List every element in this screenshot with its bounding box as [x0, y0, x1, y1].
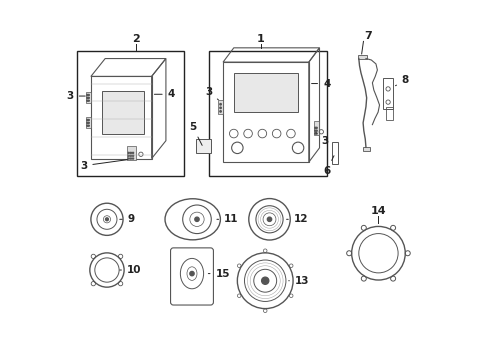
- Bar: [196, 139, 210, 153]
- Circle shape: [315, 127, 317, 129]
- Bar: [382, 78, 392, 109]
- Bar: [357, 55, 366, 59]
- Circle shape: [189, 271, 194, 276]
- Text: 7: 7: [363, 31, 371, 41]
- Circle shape: [88, 100, 89, 101]
- Circle shape: [88, 125, 89, 126]
- Text: 3: 3: [315, 132, 328, 146]
- Text: 5: 5: [189, 122, 202, 145]
- Circle shape: [88, 120, 89, 121]
- Text: 3: 3: [66, 91, 85, 101]
- Circle shape: [130, 158, 131, 159]
- Circle shape: [86, 94, 88, 95]
- Circle shape: [88, 97, 89, 98]
- Circle shape: [315, 133, 317, 134]
- Circle shape: [88, 122, 89, 123]
- Circle shape: [220, 104, 221, 105]
- Circle shape: [261, 277, 268, 284]
- Circle shape: [88, 94, 89, 95]
- Text: 9: 9: [120, 214, 135, 224]
- Circle shape: [132, 152, 133, 153]
- Circle shape: [130, 152, 131, 153]
- Text: 12: 12: [286, 214, 307, 224]
- Circle shape: [130, 155, 131, 156]
- Bar: [218, 100, 222, 114]
- Circle shape: [314, 130, 315, 131]
- Bar: [208, 51, 326, 176]
- Text: 13: 13: [288, 276, 309, 286]
- Circle shape: [86, 97, 88, 98]
- Circle shape: [315, 130, 317, 131]
- Text: 6: 6: [323, 156, 333, 176]
- Bar: [102, 91, 144, 134]
- Circle shape: [86, 122, 88, 123]
- Circle shape: [86, 125, 88, 126]
- Bar: [313, 121, 319, 135]
- Circle shape: [128, 155, 129, 156]
- Circle shape: [220, 111, 221, 112]
- Bar: [363, 147, 369, 151]
- Circle shape: [220, 107, 221, 109]
- Bar: [77, 51, 183, 176]
- Text: 4: 4: [311, 78, 330, 89]
- Text: 4: 4: [154, 89, 175, 99]
- Text: 3: 3: [80, 160, 127, 171]
- Circle shape: [86, 100, 88, 101]
- Circle shape: [267, 217, 271, 221]
- Text: 14: 14: [370, 206, 386, 216]
- Text: 1: 1: [256, 34, 264, 44]
- Text: 2: 2: [131, 34, 139, 44]
- Circle shape: [314, 127, 315, 129]
- Bar: [331, 143, 338, 164]
- Circle shape: [132, 158, 133, 159]
- Text: 3: 3: [204, 87, 218, 100]
- Circle shape: [194, 217, 199, 221]
- Circle shape: [314, 133, 315, 134]
- Circle shape: [128, 152, 129, 153]
- Bar: [233, 73, 298, 112]
- Text: 10: 10: [120, 265, 141, 275]
- Text: 15: 15: [208, 269, 229, 279]
- Bar: [385, 108, 393, 120]
- Bar: [85, 117, 91, 128]
- Text: 8: 8: [395, 75, 408, 86]
- Text: 11: 11: [217, 214, 238, 224]
- Circle shape: [132, 155, 133, 156]
- Circle shape: [105, 218, 108, 221]
- Bar: [85, 93, 91, 103]
- Circle shape: [86, 120, 88, 121]
- Bar: [126, 146, 135, 160]
- Circle shape: [128, 158, 129, 159]
